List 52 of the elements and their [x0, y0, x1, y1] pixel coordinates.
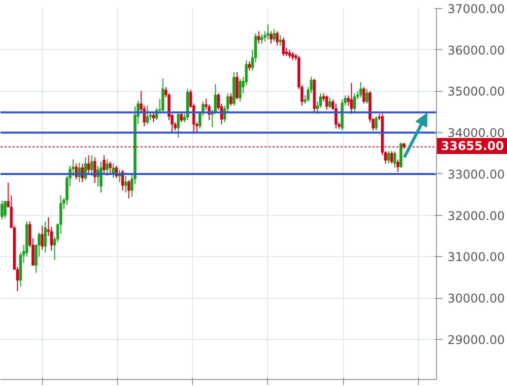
- candlestick: [260, 34, 264, 44]
- candlestick: [393, 150, 396, 168]
- candlestick: [0, 200, 4, 220]
- candlestick: [90, 154, 94, 177]
- candlestick: [328, 96, 332, 108]
- candlestick: [334, 103, 338, 129]
- y-tick-label: 36000.00: [448, 43, 505, 58]
- candlestick: [278, 34, 282, 46]
- candlestick: [100, 161, 102, 194]
- y-tick-label: 32000.00: [448, 208, 505, 223]
- candlestick: [257, 30, 260, 44]
- candlestick: [102, 154, 106, 174]
- candlestick: [276, 30, 279, 46]
- candlestick: [390, 150, 394, 164]
- candlestick: [366, 88, 368, 104]
- candlestick: [270, 30, 272, 44]
- y-tick-label: 33000.00: [448, 167, 505, 182]
- candlestick: [236, 72, 238, 100]
- candlestick: [387, 150, 390, 164]
- candlestick: [4, 200, 7, 219]
- candlestick: [44, 221, 47, 254]
- candlestick: [248, 60, 251, 72]
- candlestick: [121, 169, 124, 191]
- candlestick: [161, 78, 164, 112]
- candlestick: [87, 154, 90, 174]
- candlestick: [146, 105, 149, 125]
- candlestick: [325, 94, 328, 110]
- candlestick: [106, 158, 109, 177]
- candlestick: [266, 24, 270, 40]
- candlestick: [152, 112, 155, 123]
- candlestick: [272, 28, 276, 42]
- ref-label: 33655.00: [437, 138, 507, 154]
- y-tick-label: 35000.00: [448, 84, 505, 99]
- candlestick: [127, 180, 130, 199]
- y-tick-label: 34000.00: [448, 126, 505, 140]
- y-tick-label: 29000.00: [448, 332, 505, 347]
- candlestick: [238, 78, 242, 102]
- candlestick: [374, 116, 378, 132]
- candlestick: [396, 158, 400, 172]
- candlestick: [282, 36, 285, 57]
- candlestick: [176, 111, 180, 138]
- candlestick: [108, 161, 112, 174]
- y-tick-label: 31000.00: [448, 250, 505, 264]
- candlestick: [353, 92, 356, 112]
- y-tick-label: 37000.00: [448, 2, 505, 16]
- candlestick: [362, 86, 366, 104]
- candlestick: [400, 142, 402, 168]
- candlestick: [359, 82, 362, 98]
- candlestick: [350, 82, 353, 114]
- candlestick: [229, 92, 232, 106]
- y-tick-label: 30000.00: [448, 292, 505, 306]
- candlestick: [124, 176, 128, 194]
